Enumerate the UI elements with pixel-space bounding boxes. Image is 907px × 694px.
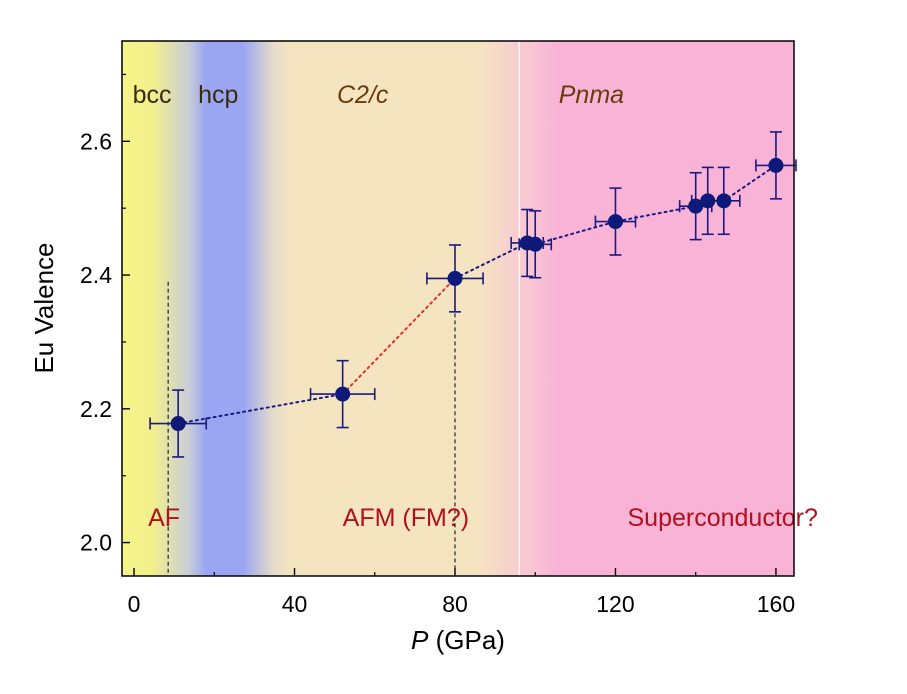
data-point-5 <box>607 214 623 230</box>
region-label-2: Superconductor? <box>628 504 818 532</box>
x-tick-label-0: 0 <box>128 591 141 617</box>
x-tick-label-3: 120 <box>596 591 634 617</box>
y-tick-label-1: 2.2 <box>80 396 112 422</box>
data-point-9 <box>768 157 784 173</box>
phase-label-1: hcp <box>198 81 238 109</box>
boundary-lines <box>167 41 520 576</box>
region-label-0: AF <box>148 504 180 532</box>
data-point-7 <box>700 193 716 209</box>
data-point-2 <box>447 270 463 286</box>
trend-segment-2 <box>453 164 777 280</box>
x-tick-label-2: 80 <box>442 591 468 617</box>
trend-segment-1 <box>341 277 456 396</box>
data-point-8 <box>716 193 732 209</box>
data-point-1 <box>335 386 351 402</box>
axis-ticks <box>122 73 777 576</box>
y-tick-labels: 2.0 2.2 2.4 2.6 <box>80 128 112 555</box>
x-axis-title-symbol: P <box>411 625 429 655</box>
phase-label-0: bcc <box>133 81 172 109</box>
x-axis-title-unit: (GPa) <box>428 625 505 655</box>
x-tick-labels: 0 40 80 120 160 <box>128 591 795 617</box>
data-points <box>170 157 784 432</box>
y-axis-title: Eu Valence <box>29 242 59 373</box>
plot-frame <box>121 40 795 577</box>
plot-background <box>122 41 794 576</box>
x-tick-label-4: 160 <box>757 591 795 617</box>
phase-label-3: Pnma <box>559 81 624 109</box>
data-point-0 <box>170 416 186 432</box>
trend-segment-0 <box>177 393 344 425</box>
region-labels: AF AFM (FM?) Superconductor? <box>148 504 818 532</box>
data-point-6 <box>688 198 704 214</box>
trend-lines <box>177 164 777 425</box>
x-tick-label-1: 40 <box>282 591 308 617</box>
phase-labels: bcc hcp C2/c Pnma <box>133 81 625 109</box>
phase-label-2: C2/c <box>337 81 389 109</box>
x-axis-title: P (GPa) <box>411 625 505 655</box>
y-tick-label-3: 2.6 <box>80 128 112 154</box>
y-tick-label-2: 2.4 <box>80 262 112 288</box>
data-point-4 <box>527 236 543 252</box>
region-label-1: AFM (FM?) <box>343 504 469 532</box>
y-tick-label-0: 2.0 <box>80 530 112 556</box>
